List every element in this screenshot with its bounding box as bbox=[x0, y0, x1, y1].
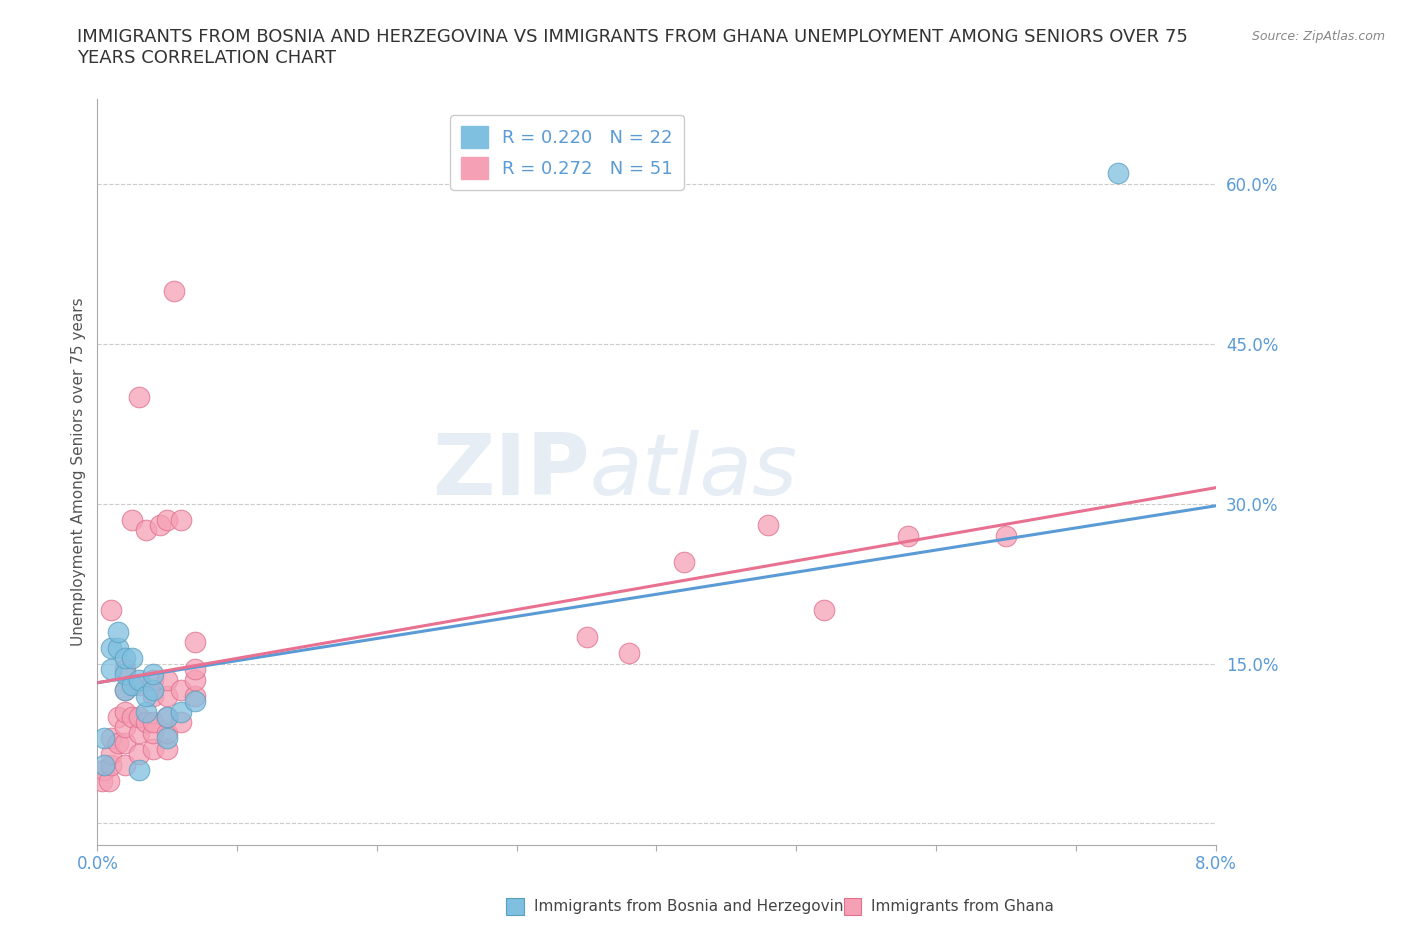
Point bbox=[100, 747, 122, 762]
Point bbox=[121, 710, 143, 724]
Point bbox=[128, 763, 150, 777]
Point bbox=[114, 683, 136, 698]
Point bbox=[135, 704, 157, 719]
Legend: R = 0.220   N = 22, R = 0.272   N = 51: R = 0.220 N = 22, R = 0.272 N = 51 bbox=[450, 115, 683, 190]
Text: Immigrants from Ghana: Immigrants from Ghana bbox=[872, 899, 1054, 914]
Point bbox=[156, 710, 179, 724]
Point bbox=[100, 731, 122, 746]
Point bbox=[184, 661, 207, 676]
Point bbox=[156, 731, 179, 746]
Point bbox=[617, 645, 640, 660]
Point bbox=[156, 725, 179, 740]
Point bbox=[756, 518, 779, 533]
Point bbox=[184, 688, 207, 703]
Text: IMMIGRANTS FROM BOSNIA AND HERZEGOVINA VS IMMIGRANTS FROM GHANA UNEMPLOYMENT AMO: IMMIGRANTS FROM BOSNIA AND HERZEGOVINA V… bbox=[77, 28, 1188, 67]
Y-axis label: Unemployment Among Seniors over 75 years: Unemployment Among Seniors over 75 years bbox=[72, 298, 86, 646]
Point bbox=[100, 640, 122, 655]
Point bbox=[156, 512, 179, 527]
Point bbox=[121, 677, 143, 692]
Point bbox=[93, 757, 115, 772]
Point bbox=[107, 736, 129, 751]
Point bbox=[128, 672, 150, 687]
Point bbox=[107, 624, 129, 639]
Point bbox=[156, 741, 179, 756]
Point bbox=[128, 390, 150, 405]
Point bbox=[128, 710, 150, 724]
Point bbox=[170, 715, 193, 730]
Point bbox=[114, 651, 136, 666]
Point bbox=[897, 528, 920, 543]
Point bbox=[184, 672, 207, 687]
Point bbox=[156, 672, 179, 687]
Point bbox=[114, 704, 136, 719]
Text: ZIP: ZIP bbox=[432, 431, 589, 513]
Point bbox=[184, 694, 207, 709]
Point bbox=[93, 731, 115, 746]
Text: Immigrants from Bosnia and Herzegovina: Immigrants from Bosnia and Herzegovina bbox=[534, 899, 852, 914]
Point bbox=[90, 774, 112, 789]
Point bbox=[114, 736, 136, 751]
Point bbox=[142, 715, 165, 730]
Point bbox=[114, 683, 136, 698]
Point bbox=[142, 683, 165, 698]
Point bbox=[163, 283, 186, 298]
Point bbox=[1107, 166, 1129, 180]
Point bbox=[142, 688, 165, 703]
Point bbox=[575, 630, 598, 644]
Point bbox=[170, 704, 193, 719]
Point bbox=[170, 683, 193, 698]
Point bbox=[100, 757, 122, 772]
Text: Source: ZipAtlas.com: Source: ZipAtlas.com bbox=[1251, 30, 1385, 43]
Point bbox=[142, 667, 165, 682]
Point bbox=[156, 710, 179, 724]
Point bbox=[128, 747, 150, 762]
Point bbox=[994, 528, 1017, 543]
Point bbox=[142, 741, 165, 756]
Point bbox=[128, 725, 150, 740]
Point bbox=[121, 512, 143, 527]
Point bbox=[114, 757, 136, 772]
Text: atlas: atlas bbox=[589, 431, 797, 513]
Point bbox=[128, 677, 150, 692]
Point bbox=[114, 661, 136, 676]
Point bbox=[156, 688, 179, 703]
Point bbox=[135, 688, 157, 703]
Point bbox=[114, 720, 136, 735]
Point bbox=[142, 725, 165, 740]
Point bbox=[97, 774, 120, 789]
Point bbox=[149, 518, 172, 533]
Point bbox=[142, 672, 165, 687]
Point bbox=[107, 640, 129, 655]
Point bbox=[100, 661, 122, 676]
Point bbox=[121, 651, 143, 666]
Point bbox=[673, 555, 696, 570]
Point bbox=[184, 635, 207, 650]
Point bbox=[93, 763, 115, 777]
Point bbox=[100, 603, 122, 618]
Point bbox=[135, 523, 157, 538]
Point bbox=[107, 710, 129, 724]
Point bbox=[170, 512, 193, 527]
Point bbox=[114, 667, 136, 682]
Point bbox=[135, 715, 157, 730]
Point bbox=[813, 603, 835, 618]
